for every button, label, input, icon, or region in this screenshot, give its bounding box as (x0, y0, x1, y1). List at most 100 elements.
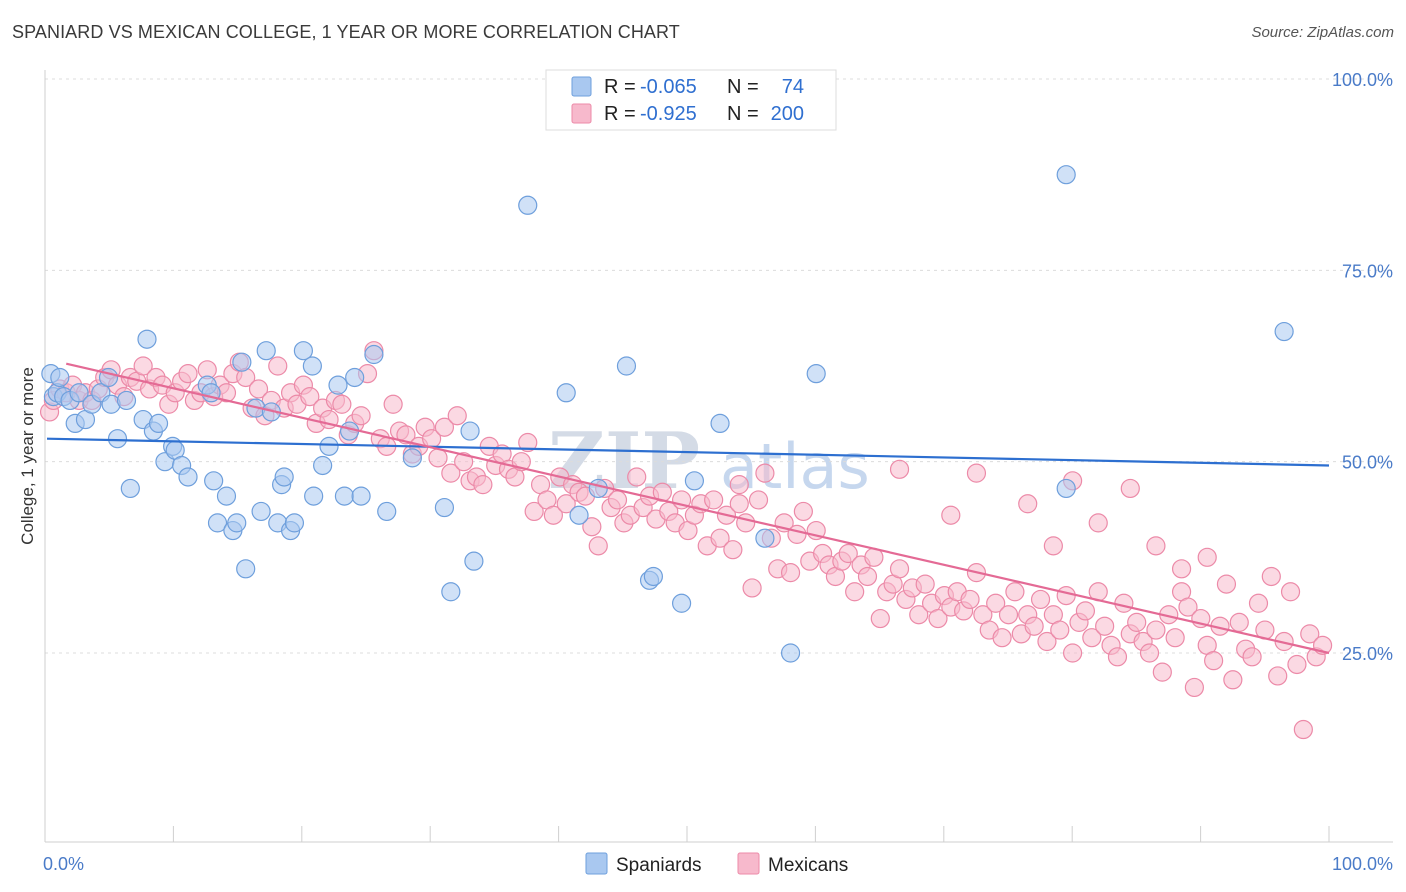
mexicans-point (1082, 628, 1102, 648)
mexicans-point (556, 494, 576, 514)
mexicans-point (736, 513, 756, 533)
mexicans-point (1165, 628, 1185, 648)
mexicans-point (928, 608, 948, 629)
mexicans-point (1146, 620, 1166, 640)
spaniards-point (120, 478, 140, 499)
mexicans-point (627, 467, 647, 487)
mexicans-point (857, 566, 878, 587)
mexicans-point (351, 406, 371, 426)
spaniards-point (227, 513, 247, 533)
mexicans-point (1216, 574, 1237, 594)
mexicans-point (909, 605, 929, 625)
spaniards-point (518, 195, 538, 215)
mexicans-point (1146, 536, 1166, 556)
spaniards-point (302, 356, 322, 376)
mexicans-point (1037, 631, 1057, 652)
mexicans-point (582, 517, 602, 537)
mexicans-n-value: 200 (771, 103, 804, 125)
spaniards-point (710, 413, 730, 433)
spaniards-point (755, 528, 775, 548)
mexicans-legend-swatch (571, 103, 592, 124)
spaniards-point (377, 501, 397, 522)
axes (44, 70, 1393, 843)
mexicans-bottom-swatch (737, 852, 760, 875)
spaniards-point (556, 383, 576, 403)
spaniards-point (684, 471, 705, 491)
spaniards-point (284, 513, 305, 533)
mexicans-point (1300, 624, 1320, 644)
mexicans-r-value: -0.925 (640, 103, 697, 125)
mexicans-point (1268, 666, 1288, 686)
mexicans-trend-line (65, 362, 1330, 655)
spaniards-point (460, 421, 480, 441)
spaniards-point (616, 356, 637, 376)
mexicans-point (992, 628, 1012, 648)
mexicans-point (454, 452, 474, 472)
spaniards-point (319, 436, 339, 456)
spaniards-r-value: -0.065 (640, 76, 697, 98)
mexicans-point (447, 406, 467, 426)
spaniards-point (137, 329, 157, 349)
spaniards-point (643, 566, 663, 587)
mexicans-point (998, 605, 1019, 625)
mexicans-point (133, 356, 153, 376)
mexicans-point (1127, 612, 1147, 632)
mexicans-point (1261, 566, 1281, 587)
mexicans-point (473, 475, 493, 495)
mexicans-point (1280, 582, 1301, 602)
spaniards-point (345, 367, 365, 388)
mexicans-point (1197, 547, 1217, 567)
mexicans-n-label: N = (727, 103, 759, 125)
mexicans-legend-label: Mexicans (768, 855, 848, 876)
mexicans-point (1107, 647, 1128, 667)
spaniards-point (251, 501, 271, 522)
spaniards-point (204, 471, 224, 491)
mexicans-point (1056, 585, 1076, 606)
mexicans-point (1120, 478, 1140, 499)
stats-legend-box (545, 69, 837, 131)
mexicans-point (742, 578, 762, 598)
mexicans-point (870, 608, 890, 629)
spaniards-point (116, 390, 137, 411)
mexicans-point (607, 490, 628, 510)
mexicans-point (838, 543, 858, 564)
spaniards-point (178, 467, 198, 487)
spaniards-point (107, 429, 128, 449)
spaniards-point (236, 559, 256, 579)
spaniards-bottom-swatch (585, 852, 608, 875)
y-axis-label: College, 1 year or more (18, 367, 37, 545)
mexicans-point (1242, 647, 1262, 667)
spaniards-point (588, 478, 608, 499)
mexicans-r-label: R = (604, 103, 636, 125)
spaniards-point (780, 643, 801, 663)
mexicans-point (1152, 662, 1172, 682)
mexicans-point (383, 394, 403, 414)
mexicans-point (1178, 597, 1198, 617)
mexicans-point (915, 574, 935, 594)
mexicans-point (588, 536, 608, 556)
mexicans-point (1184, 677, 1204, 698)
mexicans-point (986, 593, 1006, 613)
spaniards-point (1274, 321, 1294, 342)
y-tick-label-25: 25.0% (1342, 644, 1393, 664)
spaniards-point (334, 486, 355, 506)
spaniards-point (806, 364, 826, 384)
mexicans-point (1024, 616, 1044, 636)
mexicans-point (729, 494, 749, 514)
chart-title: SPANIARD VS MEXICAN COLLEGE, 1 YEAR OR M… (12, 22, 680, 42)
y-tick-label-100: 100.0% (1332, 70, 1393, 90)
mexicans-point (704, 490, 724, 510)
spaniards-legend-label: Spaniards (616, 855, 702, 876)
mexicans-point (1287, 654, 1307, 675)
spaniards-point (293, 341, 313, 361)
x-ticks (44, 826, 1330, 842)
mexicans-point (1075, 601, 1096, 621)
mexicans-point (1018, 494, 1038, 514)
mexicans-point (1114, 593, 1134, 613)
spaniards-legend-swatch (571, 76, 592, 97)
series-legend: Spaniards Mexicans (585, 852, 848, 876)
mexicans-point (1043, 536, 1063, 556)
mexicans-point (729, 475, 749, 495)
mexicans-point (332, 394, 352, 414)
